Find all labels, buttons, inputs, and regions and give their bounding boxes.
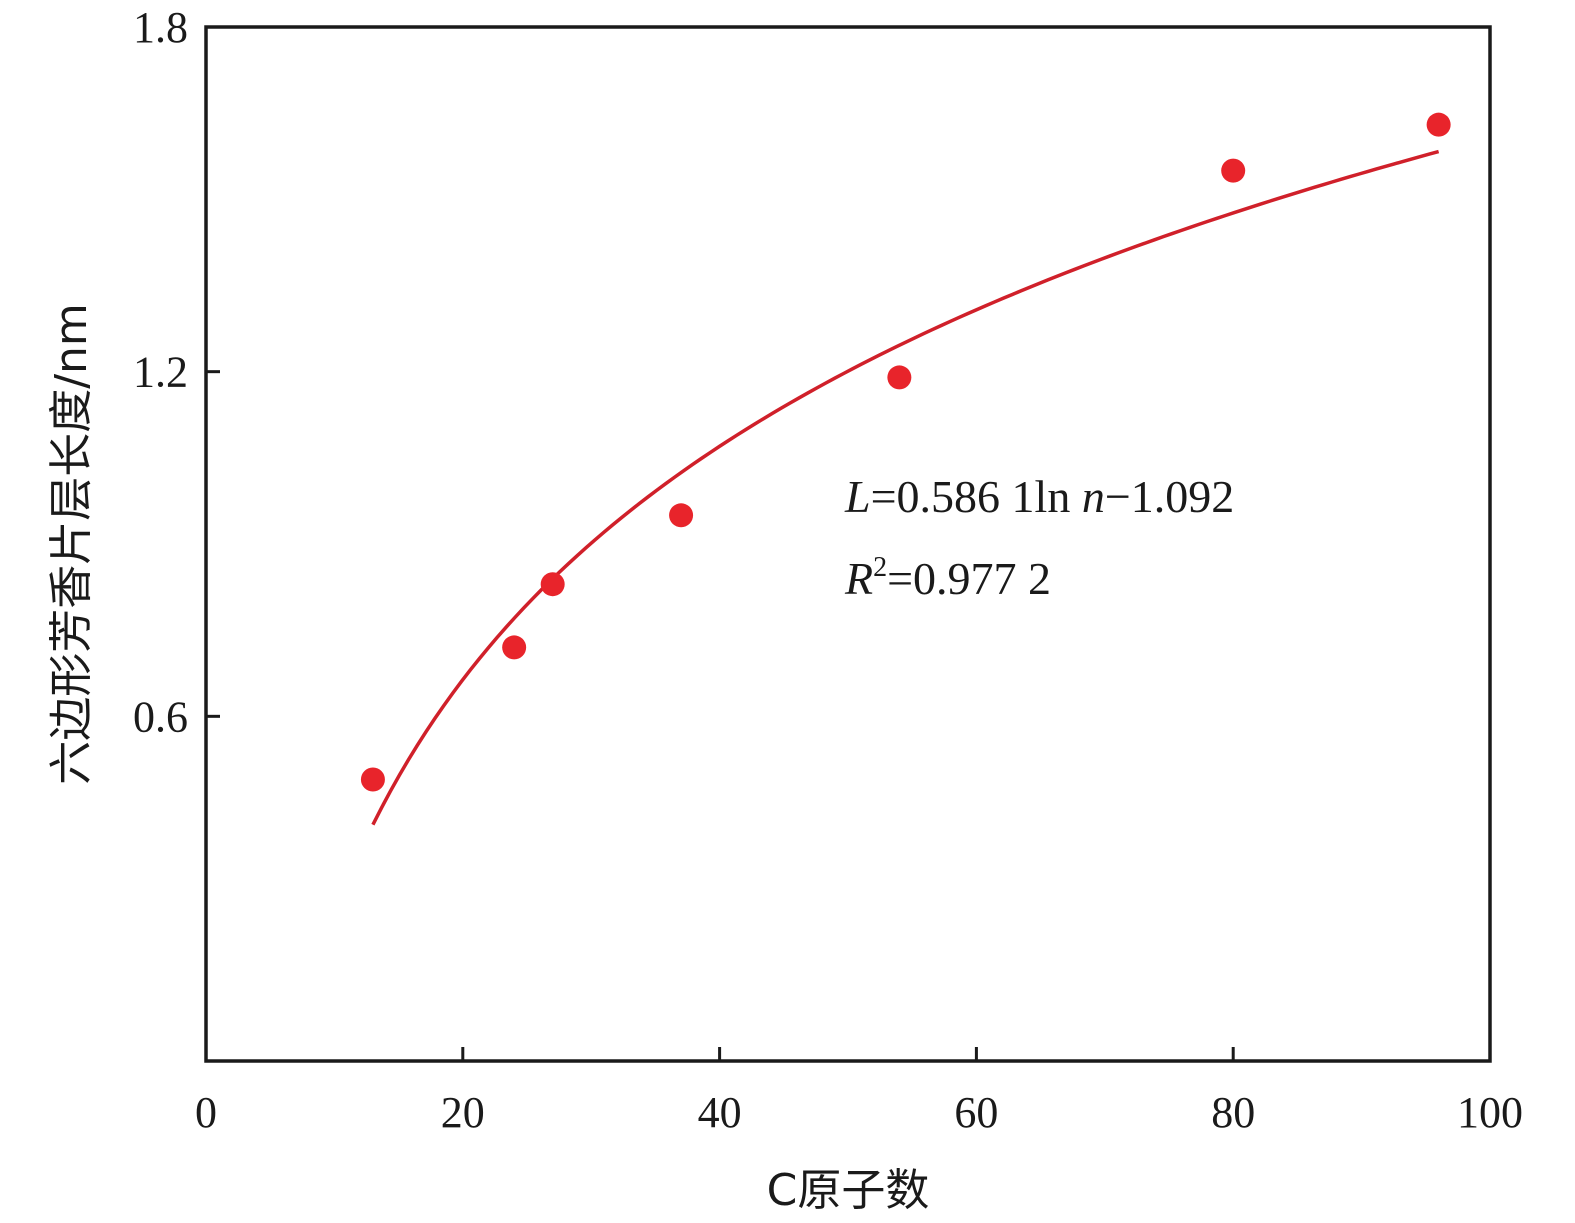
x-tick-label: 100	[1457, 1088, 1523, 1137]
equation-argument: n	[1082, 471, 1105, 522]
x-tick-label: 20	[441, 1088, 485, 1137]
equation-body: =0.586 1ln	[871, 471, 1082, 522]
y-tick-label: 0.6	[133, 692, 188, 741]
fit-equation: L=0.586 1ln n−1.092	[844, 471, 1234, 522]
y-axis-title: 六边形芳香片层长度/nm	[46, 303, 97, 785]
plot-frame	[204, 25, 1492, 1063]
r-squared-exponent: 2	[873, 552, 887, 583]
data-point	[502, 635, 527, 660]
y-tick-label: 1.2	[133, 348, 188, 397]
x-axis-title: C原子数	[767, 1165, 930, 1216]
x-tick-label: 0	[195, 1088, 217, 1137]
equation-variable: L	[844, 471, 871, 522]
data-point	[887, 365, 912, 390]
x-tick-label: 60	[954, 1088, 998, 1137]
y-tick-label: 1.8	[133, 3, 188, 52]
x-tick-label: 80	[1211, 1088, 1255, 1137]
equation-tail: −1.092	[1105, 471, 1234, 522]
r-squared-value: =0.977 2	[887, 553, 1051, 604]
data-point	[540, 572, 565, 597]
data-point	[1221, 158, 1246, 183]
x-tick-label: 40	[698, 1088, 742, 1137]
data-point	[1426, 112, 1451, 137]
data-point	[669, 503, 694, 528]
r-squared: R2=0.977 2	[844, 552, 1051, 604]
data-points	[360, 112, 1451, 792]
r-squared-variable: R	[844, 553, 873, 604]
y-axis-ticks: 0.6 1.2 1.8	[133, 3, 220, 741]
x-axis-ticks: 0 20 40 60 80 100	[195, 1047, 1523, 1137]
data-point	[360, 767, 385, 792]
